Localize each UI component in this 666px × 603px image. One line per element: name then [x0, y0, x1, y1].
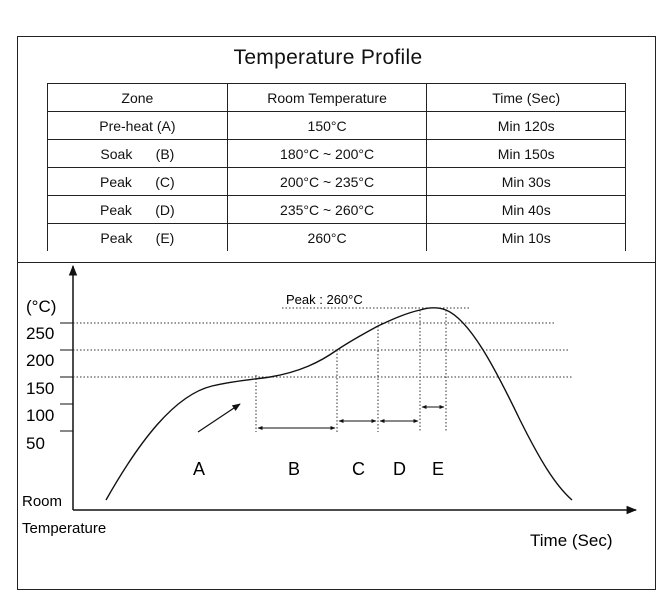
- zone-cell: Soak (B): [47, 139, 228, 168]
- zone-cell: Pre-heat (A): [47, 111, 228, 140]
- y-tick-label: 100: [26, 406, 54, 425]
- time-cell: Min 30s: [426, 167, 626, 196]
- zone-label-a: A: [193, 459, 205, 479]
- time-cell: Min 120s: [426, 111, 626, 140]
- temp-cell: 260°C: [226, 223, 428, 251]
- y-tick-label: 150: [26, 379, 54, 398]
- zone-cell: Peak (C): [47, 167, 228, 196]
- zone-cell: Peak (E): [47, 223, 228, 251]
- table-row: Soak (B) 180°C ~ 200°C Min 150s: [47, 139, 626, 168]
- temp-cell: 235°C ~ 260°C: [226, 195, 428, 224]
- peak-label: Peak : 260°C: [286, 292, 363, 307]
- zone-label-b: B: [288, 459, 300, 479]
- y-tick-label: 200: [26, 351, 54, 370]
- x-axis-label: Time (Sec): [530, 531, 613, 550]
- page-title: Temperature Profile: [233, 46, 423, 69]
- table-row: Peak (D) 235°C ~ 260°C Min 40s: [47, 195, 626, 224]
- preheat-arrow: [197, 403, 241, 433]
- zone-label-e: E: [432, 459, 444, 479]
- time-cell: Min 150s: [426, 139, 626, 168]
- time-cell: Min 10s: [426, 223, 626, 251]
- zone-label-c: C: [352, 459, 365, 479]
- temperature-profile-curve: [105, 307, 573, 501]
- y-tick-label: 250: [26, 324, 54, 343]
- table-header-row: Zone Room Temperature Time (Sec): [47, 83, 626, 112]
- table-row: Peak (C) 200°C ~ 235°C Min 30s: [47, 167, 626, 196]
- zone-cell: Peak (D): [47, 195, 228, 224]
- room-label: Room: [22, 493, 62, 510]
- section-divider: [17, 262, 656, 263]
- y-unit-label: (°C): [26, 297, 56, 316]
- profile-table: Zone Room Temperature Time (Sec) Pre-hea…: [47, 83, 626, 251]
- temp-cell: 200°C ~ 235°C: [226, 167, 428, 196]
- y-tick-label: 50: [26, 434, 45, 453]
- zone-label-d: D: [393, 459, 406, 479]
- time-cell: Min 40s: [426, 195, 626, 224]
- table-row: Peak (E) 260°C Min 10s: [47, 223, 626, 251]
- outer-frame: [17, 36, 656, 590]
- room-temperature-label: Temperature: [22, 520, 106, 537]
- temp-cell: 150°C: [226, 111, 428, 140]
- table-row: Pre-heat (A) 150°C Min 120s: [47, 111, 626, 140]
